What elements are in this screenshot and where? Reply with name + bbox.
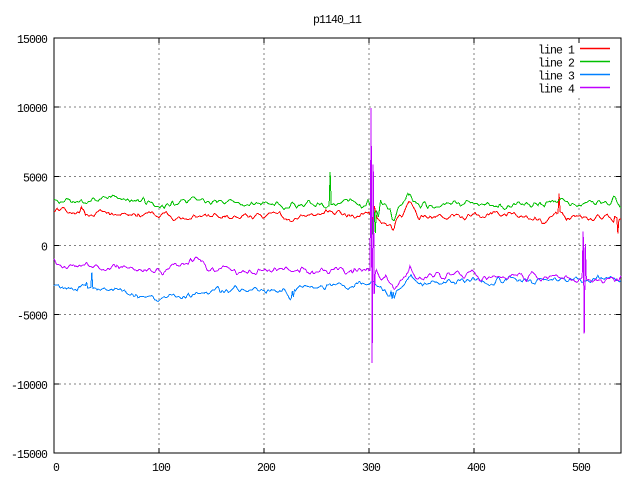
svg-text:-15000: -15000: [11, 449, 48, 462]
svg-text:-10000: -10000: [11, 380, 48, 393]
svg-text:300: 300: [362, 462, 381, 475]
svg-text:0: 0: [41, 242, 48, 255]
svg-text:100: 100: [152, 462, 171, 475]
svg-text:200: 200: [257, 462, 276, 475]
svg-text:p1140_11: p1140_11: [313, 14, 362, 27]
svg-text:line 2: line 2: [538, 58, 575, 71]
svg-text:5000: 5000: [23, 172, 48, 185]
svg-text:10000: 10000: [17, 103, 48, 116]
svg-text:0: 0: [53, 462, 60, 475]
svg-text:line 4: line 4: [538, 84, 575, 97]
svg-text:500: 500: [572, 462, 591, 475]
svg-text:line 1: line 1: [538, 45, 575, 58]
svg-text:-5000: -5000: [17, 311, 48, 324]
svg-text:line 3: line 3: [538, 71, 575, 84]
svg-text:400: 400: [467, 462, 486, 475]
svg-text:15000: 15000: [17, 34, 48, 47]
